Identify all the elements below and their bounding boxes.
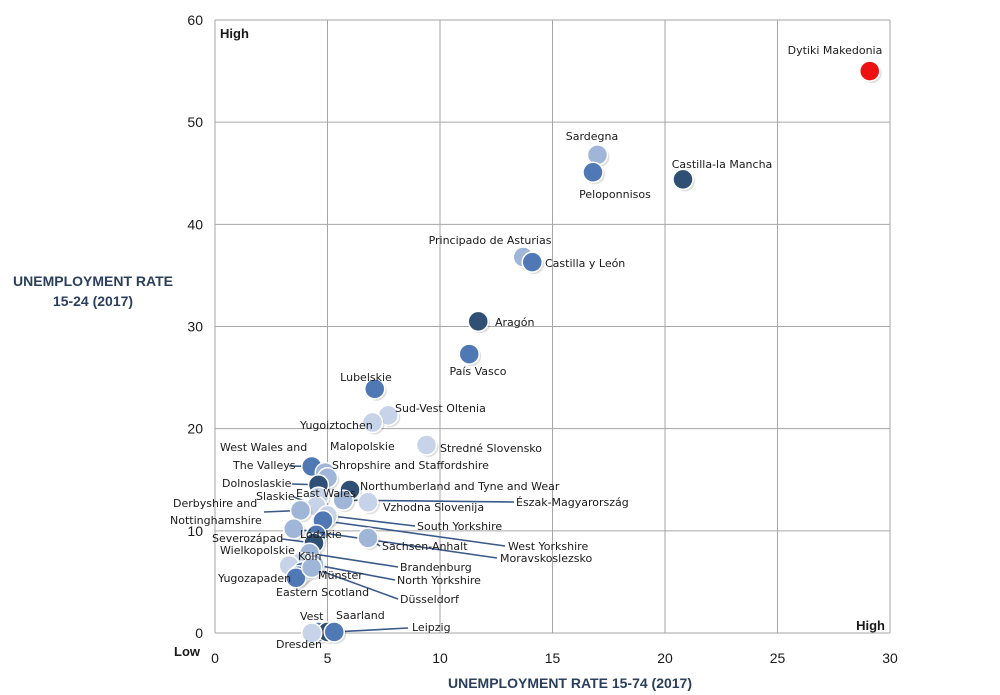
data-point-11 xyxy=(415,434,438,456)
y-tick-label-3: 30 xyxy=(187,319,203,335)
annotation-high-x: High xyxy=(856,618,885,633)
data-point-38 xyxy=(323,621,345,643)
point-label-10: Yugoiztochen xyxy=(299,419,373,432)
data-point-26 xyxy=(357,527,379,549)
point-label-29: Köln xyxy=(298,550,321,563)
point-label-23: West Yorkshire xyxy=(508,540,588,553)
leader-line-38 xyxy=(334,627,409,633)
data-point-6 xyxy=(467,310,489,333)
point-label-18: Észak-Magyarország xyxy=(516,496,629,509)
data-point-35 xyxy=(301,556,323,579)
point-label-12-line-1: The Valleys xyxy=(232,459,296,472)
point-label-25: Lódzkie xyxy=(300,528,342,541)
leader-line-23 xyxy=(322,519,506,547)
x-tick-label-5: 25 xyxy=(770,650,786,666)
point-label-36: Vest xyxy=(300,610,324,623)
point-label-11: Stredné Slovensko xyxy=(440,442,542,455)
point-label-30: Wielkopolskie xyxy=(220,544,295,557)
leader-line-31 xyxy=(313,563,396,581)
point-label-22: South Yorkshire xyxy=(417,520,502,533)
point-label-14: Shropshire and Staffordshire xyxy=(332,459,489,472)
point-label-15: Dolnoslaskie xyxy=(222,477,292,490)
point-label-3: Castilla-la Mancha xyxy=(672,158,773,171)
y-axis-label-line-1: UNEMPLOYMENT RATE xyxy=(13,273,173,289)
y-tick-label-2: 20 xyxy=(187,421,203,437)
point-label-21-line-0: Derbyshire and xyxy=(173,497,257,510)
annotation-low: Low xyxy=(174,644,201,659)
y-tick-label-4: 40 xyxy=(187,216,203,232)
data-point-39 xyxy=(301,622,323,644)
point-label-26: Sachsen-Anhalt xyxy=(382,540,468,553)
annotation-high-y: High xyxy=(220,26,249,41)
point-label-0: Dytiki Makedonia xyxy=(788,44,883,57)
point-label-2: Peloponnisos xyxy=(579,188,651,201)
point-label-16: Northumberland and Tyne and Wear xyxy=(360,480,560,493)
data-point-10 xyxy=(361,411,384,434)
x-tick-label-2: 10 xyxy=(432,650,448,666)
leader-line-22 xyxy=(327,514,416,527)
x-tick-label-0: 0 xyxy=(211,650,219,666)
y-tick-label-5: 50 xyxy=(187,114,203,130)
leader-line-35 xyxy=(311,566,399,600)
point-label-9: Sud-Vest Oltenia xyxy=(395,402,486,415)
point-label-19: Vzhodna Slovenija xyxy=(383,501,484,514)
data-point-2 xyxy=(582,161,604,183)
point-label-27: Severozápad xyxy=(212,532,283,545)
y-axis-label: UNEMPLOYMENT RATE 15-24 (2017) xyxy=(8,271,178,311)
data-point-19 xyxy=(357,491,379,513)
leader-line-28 xyxy=(309,552,399,568)
data-points xyxy=(278,60,882,645)
point-label-4: Principado de Asturias xyxy=(429,234,552,247)
data-point-5 xyxy=(521,251,543,273)
y-tick-label-1: 10 xyxy=(187,523,203,539)
point-label-35: Düsseldorf xyxy=(400,593,460,606)
point-label-7: País Vasco xyxy=(449,365,506,378)
point-label-17: East Wales xyxy=(296,487,356,500)
point-label-1: Sardegna xyxy=(566,130,619,143)
y-tick-label-6: 60 xyxy=(187,12,203,28)
point-label-24: Moravskoslezsko xyxy=(500,552,592,565)
point-label-6: Aragón xyxy=(495,316,535,329)
point-label-12-line-0: West Wales and xyxy=(220,441,307,454)
data-point-21 xyxy=(289,499,312,522)
x-axis-label-text: UNEMPLOYMENT RATE 15-74 (2017) xyxy=(447,675,692,691)
x-tick-label-1: 5 xyxy=(324,650,332,666)
point-label-39: Dresden xyxy=(276,638,322,651)
data-point-18 xyxy=(332,489,354,511)
point-label-20: Slaskie xyxy=(256,490,295,503)
y-axis-label-line-2: 15-24 (2017) xyxy=(52,293,134,309)
point-label-32: Yugozapaden xyxy=(217,572,291,585)
point-label-34: Eastern Scotland xyxy=(276,586,369,599)
data-point-8 xyxy=(364,378,386,400)
point-label-33: Münster xyxy=(318,569,363,582)
point-label-21-line-1: Nottinghamshire xyxy=(170,514,262,527)
leader-line-24 xyxy=(293,527,498,559)
point-label-31: North Yorkshire xyxy=(397,574,481,587)
point-label-37: Saarland xyxy=(336,609,385,622)
x-axis-label: UNEMPLOYMENT RATE 15-74 (2017) xyxy=(360,675,780,691)
data-point-24 xyxy=(283,518,305,540)
x-tick-label-3: 15 xyxy=(545,650,561,666)
y-tick-label-0: 0 xyxy=(195,625,203,641)
point-label-28: Brandenburg xyxy=(400,561,472,574)
point-label-38: Leipzig xyxy=(412,621,451,634)
data-point-7 xyxy=(458,343,480,365)
point-label-13: Malopolskie xyxy=(330,440,395,453)
data-point-3 xyxy=(672,168,694,191)
x-tick-label-6: 30 xyxy=(882,650,898,666)
x-tick-label-4: 20 xyxy=(657,650,673,666)
data-point-0 xyxy=(859,60,881,82)
point-label-5: Castilla y León xyxy=(545,257,625,270)
point-label-8: Lubelskie xyxy=(340,371,392,384)
data-point-34 xyxy=(285,567,307,589)
